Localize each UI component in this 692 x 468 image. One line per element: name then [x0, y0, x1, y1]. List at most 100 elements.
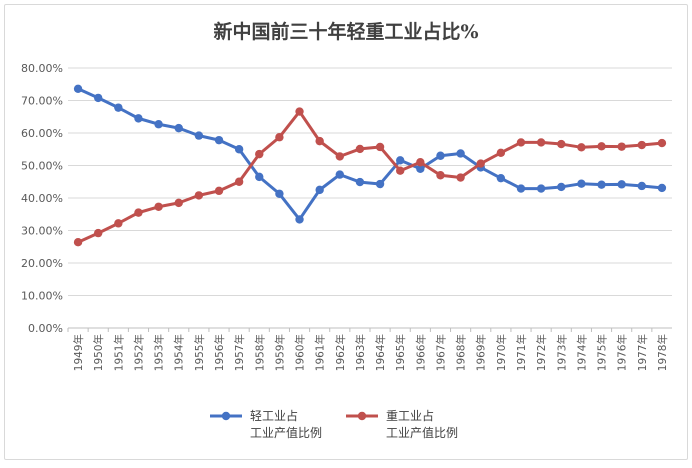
data-point	[516, 184, 526, 193]
data-point	[315, 185, 324, 195]
x-tick-label: 1956年	[213, 334, 226, 371]
y-tick-label: 20.00%	[21, 257, 63, 270]
data-point	[234, 177, 244, 186]
x-tick-label: 1958年	[253, 334, 266, 371]
chart-title: 新中国前三十年轻重工业占比%	[213, 20, 478, 43]
data-point	[174, 198, 183, 208]
x-tick-label: 1955年	[193, 334, 206, 371]
data-point	[536, 138, 546, 147]
data-point	[214, 186, 224, 196]
x-tick-label: 1959年	[273, 334, 286, 371]
legend-label: 轻工业占	[250, 408, 298, 423]
data-point	[516, 138, 526, 147]
data-point	[657, 183, 667, 193]
data-point	[174, 123, 183, 133]
x-tick-label: 1973年	[555, 334, 568, 371]
y-axis-ticks: 0.00% 10.00% 20.00% 30.00% 40.00% 50.00% 60.00…	[21, 62, 63, 335]
data-point	[637, 181, 646, 191]
x-tick-label: 1974年	[575, 334, 588, 371]
x-tick-label: 1949年	[72, 334, 85, 371]
data-point	[456, 173, 465, 182]
y-tick-label: 40.00%	[21, 192, 63, 205]
data-point	[476, 159, 485, 168]
y-tick-label: 50.00%	[21, 160, 63, 173]
x-tick-label: 1972年	[535, 334, 548, 371]
series-line	[76, 110, 664, 244]
data-point	[557, 139, 566, 149]
data-point	[255, 149, 264, 159]
data-point	[597, 180, 606, 189]
data-point	[416, 158, 425, 167]
data-point	[234, 145, 244, 154]
series-light-industry	[73, 84, 667, 224]
x-tick-label: 1963年	[354, 334, 367, 371]
x-tick-label: 1965年	[394, 334, 407, 371]
data-point	[375, 179, 385, 189]
legend-marker	[357, 411, 367, 421]
legend-label: 工业产值比例	[386, 425, 458, 440]
data-point	[396, 156, 405, 165]
data-point	[315, 136, 324, 146]
x-tick-label: 1954年	[173, 334, 186, 371]
x-tick-label: 1952年	[132, 334, 145, 371]
data-point	[114, 103, 123, 112]
x-tick-label: 1975年	[596, 334, 609, 371]
y-tick-label: 0.00%	[28, 322, 63, 335]
data-point	[94, 93, 103, 103]
data-point	[416, 164, 425, 173]
x-tick-label: 1966年	[414, 334, 427, 371]
x-axis-ticks: 1949年 1950年 1951年 1952年 1953年 1954年 1955年 1956年…	[67, 328, 669, 371]
data-point	[154, 202, 163, 211]
data-point	[456, 149, 465, 158]
data-point	[577, 143, 586, 152]
data-point	[355, 177, 365, 187]
data-point	[73, 84, 83, 94]
x-tick-label: 1964年	[374, 334, 387, 371]
data-point	[597, 142, 606, 151]
y-tick-label: 60.00%	[21, 127, 63, 140]
x-tick-label: 1953年	[153, 334, 166, 371]
legend-label: 重工业占	[386, 408, 434, 423]
data-point	[335, 152, 344, 161]
y-tick-label: 10.00%	[21, 290, 63, 303]
data-point	[617, 180, 626, 189]
x-tick-label: 1962年	[334, 334, 347, 371]
x-tick-label: 1969年	[475, 334, 488, 371]
x-tick-label: 1950年	[92, 334, 105, 371]
legend-label: 工业产值比例	[250, 425, 322, 440]
data-point	[557, 182, 566, 192]
x-tick-label: 1960年	[294, 334, 307, 371]
data-point	[194, 191, 204, 200]
data-point	[73, 238, 83, 247]
data-point	[396, 166, 405, 175]
data-point	[275, 189, 284, 198]
data-point	[617, 142, 626, 151]
x-tick-label: 1957年	[233, 334, 246, 371]
data-point	[194, 131, 204, 140]
data-point	[436, 151, 445, 160]
data-point	[536, 184, 546, 193]
x-tick-label: 1978年	[656, 334, 669, 371]
y-tick-label: 80.00%	[21, 62, 63, 75]
series-line	[76, 87, 664, 221]
grid-lines	[68, 67, 672, 329]
y-tick-label: 30.00%	[21, 225, 63, 238]
data-point	[214, 135, 224, 145]
data-point	[154, 120, 163, 129]
data-point	[335, 170, 344, 179]
data-point	[134, 208, 143, 217]
x-tick-label: 1970年	[495, 334, 508, 371]
legend-marker	[221, 411, 231, 421]
x-tick-label: 1961年	[314, 334, 327, 371]
x-tick-label: 1967年	[434, 334, 447, 371]
data-point	[577, 179, 586, 188]
chart-frame	[4, 4, 688, 460]
data-point	[375, 142, 385, 152]
x-tick-label: 1968年	[455, 334, 468, 371]
series-layer	[73, 84, 667, 247]
x-tick-label: 1971年	[515, 334, 528, 371]
y-tick-label: 70.00%	[21, 95, 63, 108]
data-point	[295, 215, 304, 224]
